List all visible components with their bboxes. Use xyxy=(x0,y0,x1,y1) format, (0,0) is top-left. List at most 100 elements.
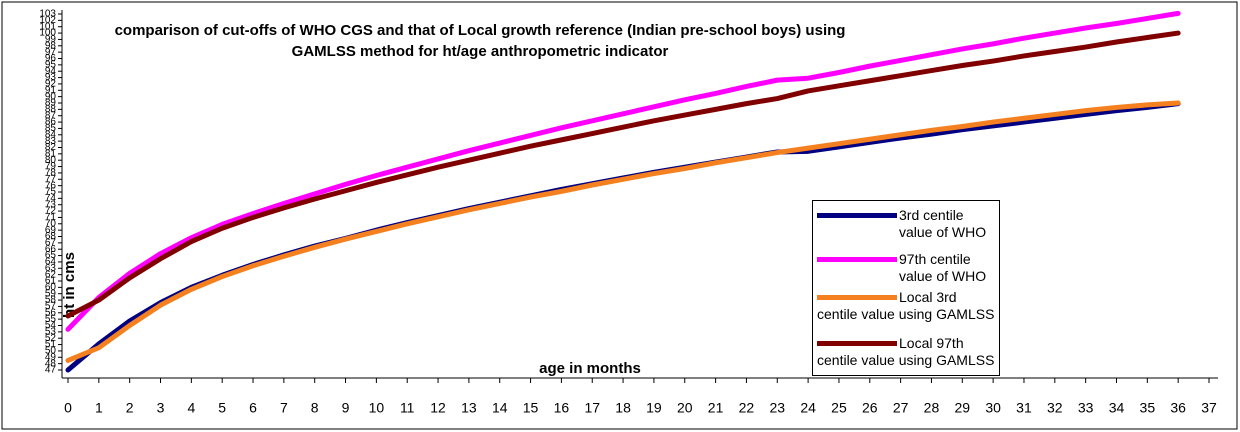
legend-swatch xyxy=(817,257,897,262)
y-tick-label: 53 xyxy=(45,326,57,337)
y-tick-label: 85 xyxy=(45,123,57,134)
x-tick-label: 26 xyxy=(862,400,878,416)
x-tick-label: 3 xyxy=(157,400,165,416)
y-tick-label: 91 xyxy=(45,85,57,96)
legend-swatch xyxy=(817,295,897,300)
x-tick-label: 8 xyxy=(311,400,319,416)
y-tick-label: 101 xyxy=(39,21,56,32)
y-tick-label: 96 xyxy=(45,53,57,64)
y-tick-label: 67 xyxy=(45,237,57,248)
y-tick-label: 49 xyxy=(45,352,57,363)
x-tick-label: 9 xyxy=(342,400,350,416)
y-tick-label: 92 xyxy=(45,79,57,90)
x-tick-label: 16 xyxy=(554,400,570,416)
x-axis-label: age in months xyxy=(539,360,641,377)
x-tick-label: 22 xyxy=(739,400,755,416)
y-tick-label: 55 xyxy=(45,314,57,325)
x-tick-label: 1 xyxy=(95,400,103,416)
y-tick-label: 65 xyxy=(45,250,57,261)
y-tick-label: 102 xyxy=(39,15,56,26)
y-tick-label: 79 xyxy=(45,161,57,172)
y-tick-label: 59 xyxy=(45,288,57,299)
y-tick-label: 63 xyxy=(45,263,57,274)
y-tick-label: 80 xyxy=(45,155,57,166)
x-tick-label: 20 xyxy=(677,400,693,416)
y-axis-label: ht in cms xyxy=(61,252,78,318)
x-tick-label: 28 xyxy=(924,400,940,416)
series-line xyxy=(65,10,1181,332)
y-tick-label: 90 xyxy=(45,91,57,102)
y-tick-label: 61 xyxy=(45,276,57,287)
y-tick-label: 57 xyxy=(45,301,57,312)
x-tick-label: 12 xyxy=(430,400,446,416)
y-tick-label: 70 xyxy=(45,218,57,229)
y-tick-label: 50 xyxy=(45,346,57,357)
x-tick-label: 6 xyxy=(249,400,257,416)
legend-swatch xyxy=(817,213,897,218)
x-tick-label: 7 xyxy=(280,400,288,416)
x-tick-label: 17 xyxy=(584,400,600,416)
x-tick-label: 37 xyxy=(1201,400,1217,416)
y-tick-label: 98 xyxy=(45,40,57,51)
y-tick-label: 93 xyxy=(45,72,57,83)
y-tick-label: 64 xyxy=(45,257,57,268)
y-tick-label: 48 xyxy=(45,358,57,369)
y-tick-label: 81 xyxy=(45,148,57,159)
x-tick-label: 4 xyxy=(187,400,195,416)
y-tick-label: 60 xyxy=(45,282,57,293)
y-tick-label: 52 xyxy=(45,333,57,344)
x-tick-label: 36 xyxy=(1170,400,1186,416)
x-tick-label: 13 xyxy=(461,400,477,416)
x-tick-label: 15 xyxy=(523,400,539,416)
legend-item: 3rd centile value of WHO xyxy=(817,207,999,241)
x-tick-label: 18 xyxy=(615,400,631,416)
legend-label: Local 3rd centile value using GAMLSS xyxy=(817,289,995,322)
x-tick-label: 10 xyxy=(369,400,385,416)
y-tick-label: 62 xyxy=(45,269,57,280)
x-tick-label: 24 xyxy=(800,400,816,416)
legend-swatch xyxy=(817,341,897,346)
y-tick-label: 72 xyxy=(45,206,57,217)
y-tick-label: 77 xyxy=(45,174,57,185)
y-tick-label: 56 xyxy=(45,307,57,318)
y-tick-label: 86 xyxy=(45,117,57,128)
y-tick-label: 88 xyxy=(45,104,57,115)
y-tick-label: 54 xyxy=(45,320,57,331)
y-tick-label: 87 xyxy=(45,110,57,121)
y-tick-label: 94 xyxy=(45,66,57,77)
y-tick-label: 51 xyxy=(45,339,57,350)
y-tick-label: 78 xyxy=(45,168,57,179)
y-tick-label: 71 xyxy=(45,212,57,223)
chart-title: comparison of cut-offs of WHO CGS and th… xyxy=(114,22,846,60)
y-tick-label: 99 xyxy=(45,34,57,45)
x-tick-label: 34 xyxy=(1109,400,1125,416)
x-tick-label: 31 xyxy=(1016,400,1032,416)
x-tick-label: 19 xyxy=(646,400,662,416)
x-tick-label: 35 xyxy=(1140,400,1156,416)
legend-item: Local 3rd centile value using GAMLSS xyxy=(817,289,999,323)
x-tick-label: 21 xyxy=(708,400,724,416)
legend-label: 97th centile value of WHO xyxy=(899,251,987,284)
x-tick-label: 33 xyxy=(1078,400,1094,416)
x-tick-label: 32 xyxy=(1047,400,1063,416)
x-tick-label: 5 xyxy=(218,400,226,416)
series-line xyxy=(65,100,1181,363)
y-tick-label: 74 xyxy=(45,193,57,204)
y-tick-label: 76 xyxy=(45,180,57,191)
y-tick-label: 69 xyxy=(45,225,57,236)
series-line xyxy=(65,30,1181,319)
y-tick-label: 47 xyxy=(45,365,57,376)
x-tick-label: 23 xyxy=(769,400,785,416)
x-tick-label: 25 xyxy=(831,400,847,416)
x-tick-label: 11 xyxy=(400,400,415,416)
y-tick-label: 84 xyxy=(45,129,57,140)
y-tick-label: 83 xyxy=(45,136,57,147)
y-tick-label: 73 xyxy=(45,199,57,210)
y-tick-label: 68 xyxy=(45,231,57,242)
series-line xyxy=(65,101,1181,373)
y-tick-label: 58 xyxy=(45,295,57,306)
y-tick-label: 97 xyxy=(45,47,57,58)
